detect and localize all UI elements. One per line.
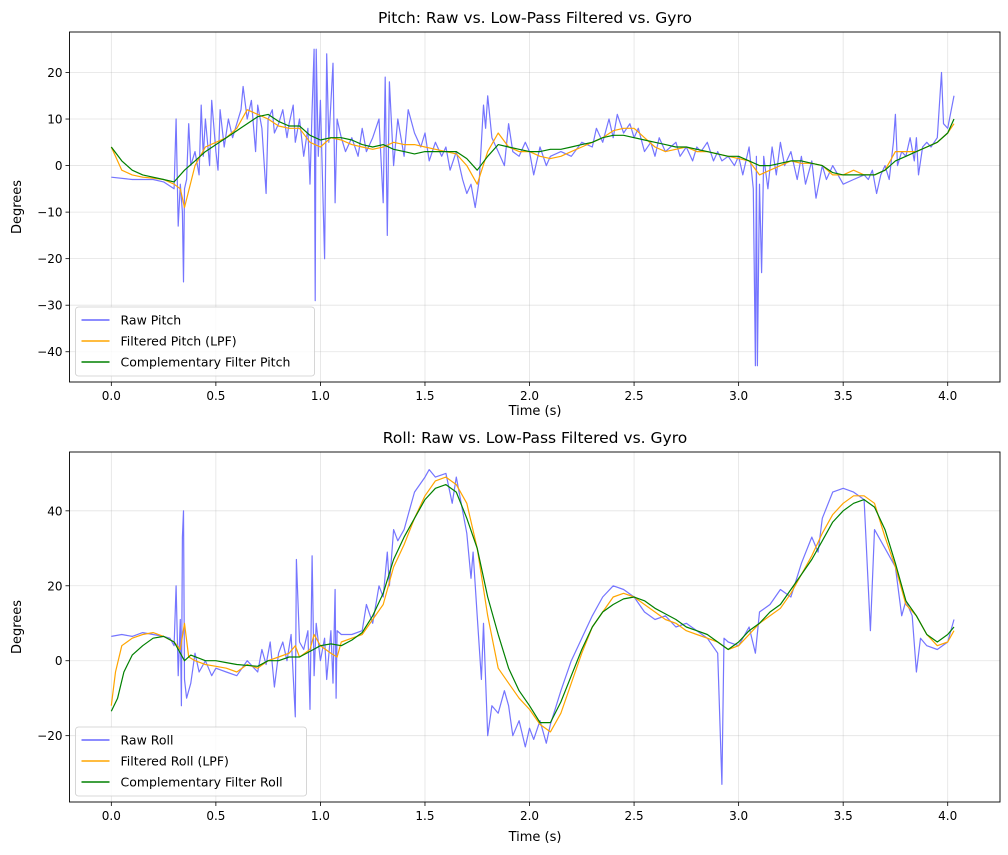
roll-chart-title: Roll: Raw vs. Low-Pass Filtered vs. Gyro: [383, 429, 687, 447]
roll-x-tick-label: 3.5: [834, 809, 853, 823]
pitch-chart-title: Pitch: Raw vs. Low-Pass Filtered vs. Gyr…: [378, 9, 692, 27]
roll-legend-label: Raw Roll: [121, 733, 174, 748]
pitch-y-tick-label: 10: [47, 113, 62, 127]
pitch-y-tick-label: −30: [37, 299, 62, 313]
pitch-x-axis-label: Time (s): [508, 404, 562, 419]
pitch-x-tick-label: 2.5: [625, 389, 644, 403]
roll-legend: Raw Roll Filtered Roll (LPF) Complementary…: [75, 726, 307, 797]
pitch-y-tick-label: −20: [37, 252, 62, 266]
pitch-y-axis-label: Degrees: [10, 180, 25, 234]
pitch-legend-label: Filtered Pitch (LPF): [121, 334, 237, 349]
pitch-x-tick-label: 1.0: [311, 389, 330, 403]
roll-chart: Roll: Raw vs. Low-Pass Filtered vs. Gyro…: [10, 429, 1001, 845]
pitch-y-tick-label: −40: [37, 345, 62, 359]
roll-y-tick-label: 40: [47, 504, 62, 518]
roll-x-tick-label: 3.0: [729, 809, 748, 823]
roll-y-tick-label: 0: [55, 654, 63, 668]
pitch-axes-frame: [69, 31, 1001, 383]
roll-series-complementary-line: [110, 484, 955, 724]
pitch-x-tick-label: 0.0: [102, 389, 121, 403]
pitch-x-tick-label: 3.5: [834, 389, 853, 403]
roll-x-axis-label: Time (s): [508, 830, 562, 845]
roll-y-axis-label: Degrees: [10, 600, 25, 654]
pitch-x-tick-label: 2.0: [520, 389, 539, 403]
pitch-series-raw-line: [111, 48, 955, 367]
pitch-legend-label: Complementary Filter Pitch: [121, 355, 291, 370]
pitch-x-tick-label: 0.5: [206, 389, 225, 403]
pitch-chart: Pitch: Raw vs. Low-Pass Filtered vs. Gyr…: [10, 9, 1001, 419]
roll-x-tick-label: 1.0: [311, 809, 330, 823]
pitch-series-lpf-line: [110, 109, 955, 209]
pitch-legend-box: [75, 306, 315, 377]
roll-x-tick-label: 4.0: [938, 809, 957, 823]
pitch-x-tick-label: 3.0: [729, 389, 748, 403]
roll-y-tick-label: 20: [47, 579, 62, 593]
roll-x-tick-label: 2.5: [625, 809, 644, 823]
roll-y-tick-label: −20: [37, 729, 62, 743]
roll-x-tick-label: 1.5: [415, 809, 434, 823]
roll-x-tick-label: 0.0: [102, 809, 121, 823]
roll-x-tick-label: 0.5: [206, 809, 225, 823]
roll-x-tick-label: 2.0: [520, 809, 539, 823]
pitch-y-tick-label: 20: [47, 66, 62, 80]
pitch-x-tick-label: 1.5: [415, 389, 434, 403]
roll-series-lpf-line: [110, 476, 955, 733]
pitch-y-tick-label: −10: [37, 206, 62, 220]
roll-legend-label: Filtered Roll (LPF): [121, 754, 229, 769]
pitch-series-complementary-line: [110, 113, 955, 183]
pitch-x-tick-label: 4.0: [938, 389, 957, 403]
roll-legend-box: [75, 726, 307, 797]
pitch-legend-label: Raw Pitch: [121, 313, 182, 328]
roll-series-raw-line: [111, 469, 955, 785]
roll-axes-frame: [69, 451, 1001, 803]
roll-legend-label: Complementary Filter Roll: [121, 775, 283, 790]
pitch-legend: Raw Pitch Filtered Pitch (LPF) Complementa…: [75, 306, 315, 377]
pitch-y-tick-label: 0: [55, 159, 63, 173]
